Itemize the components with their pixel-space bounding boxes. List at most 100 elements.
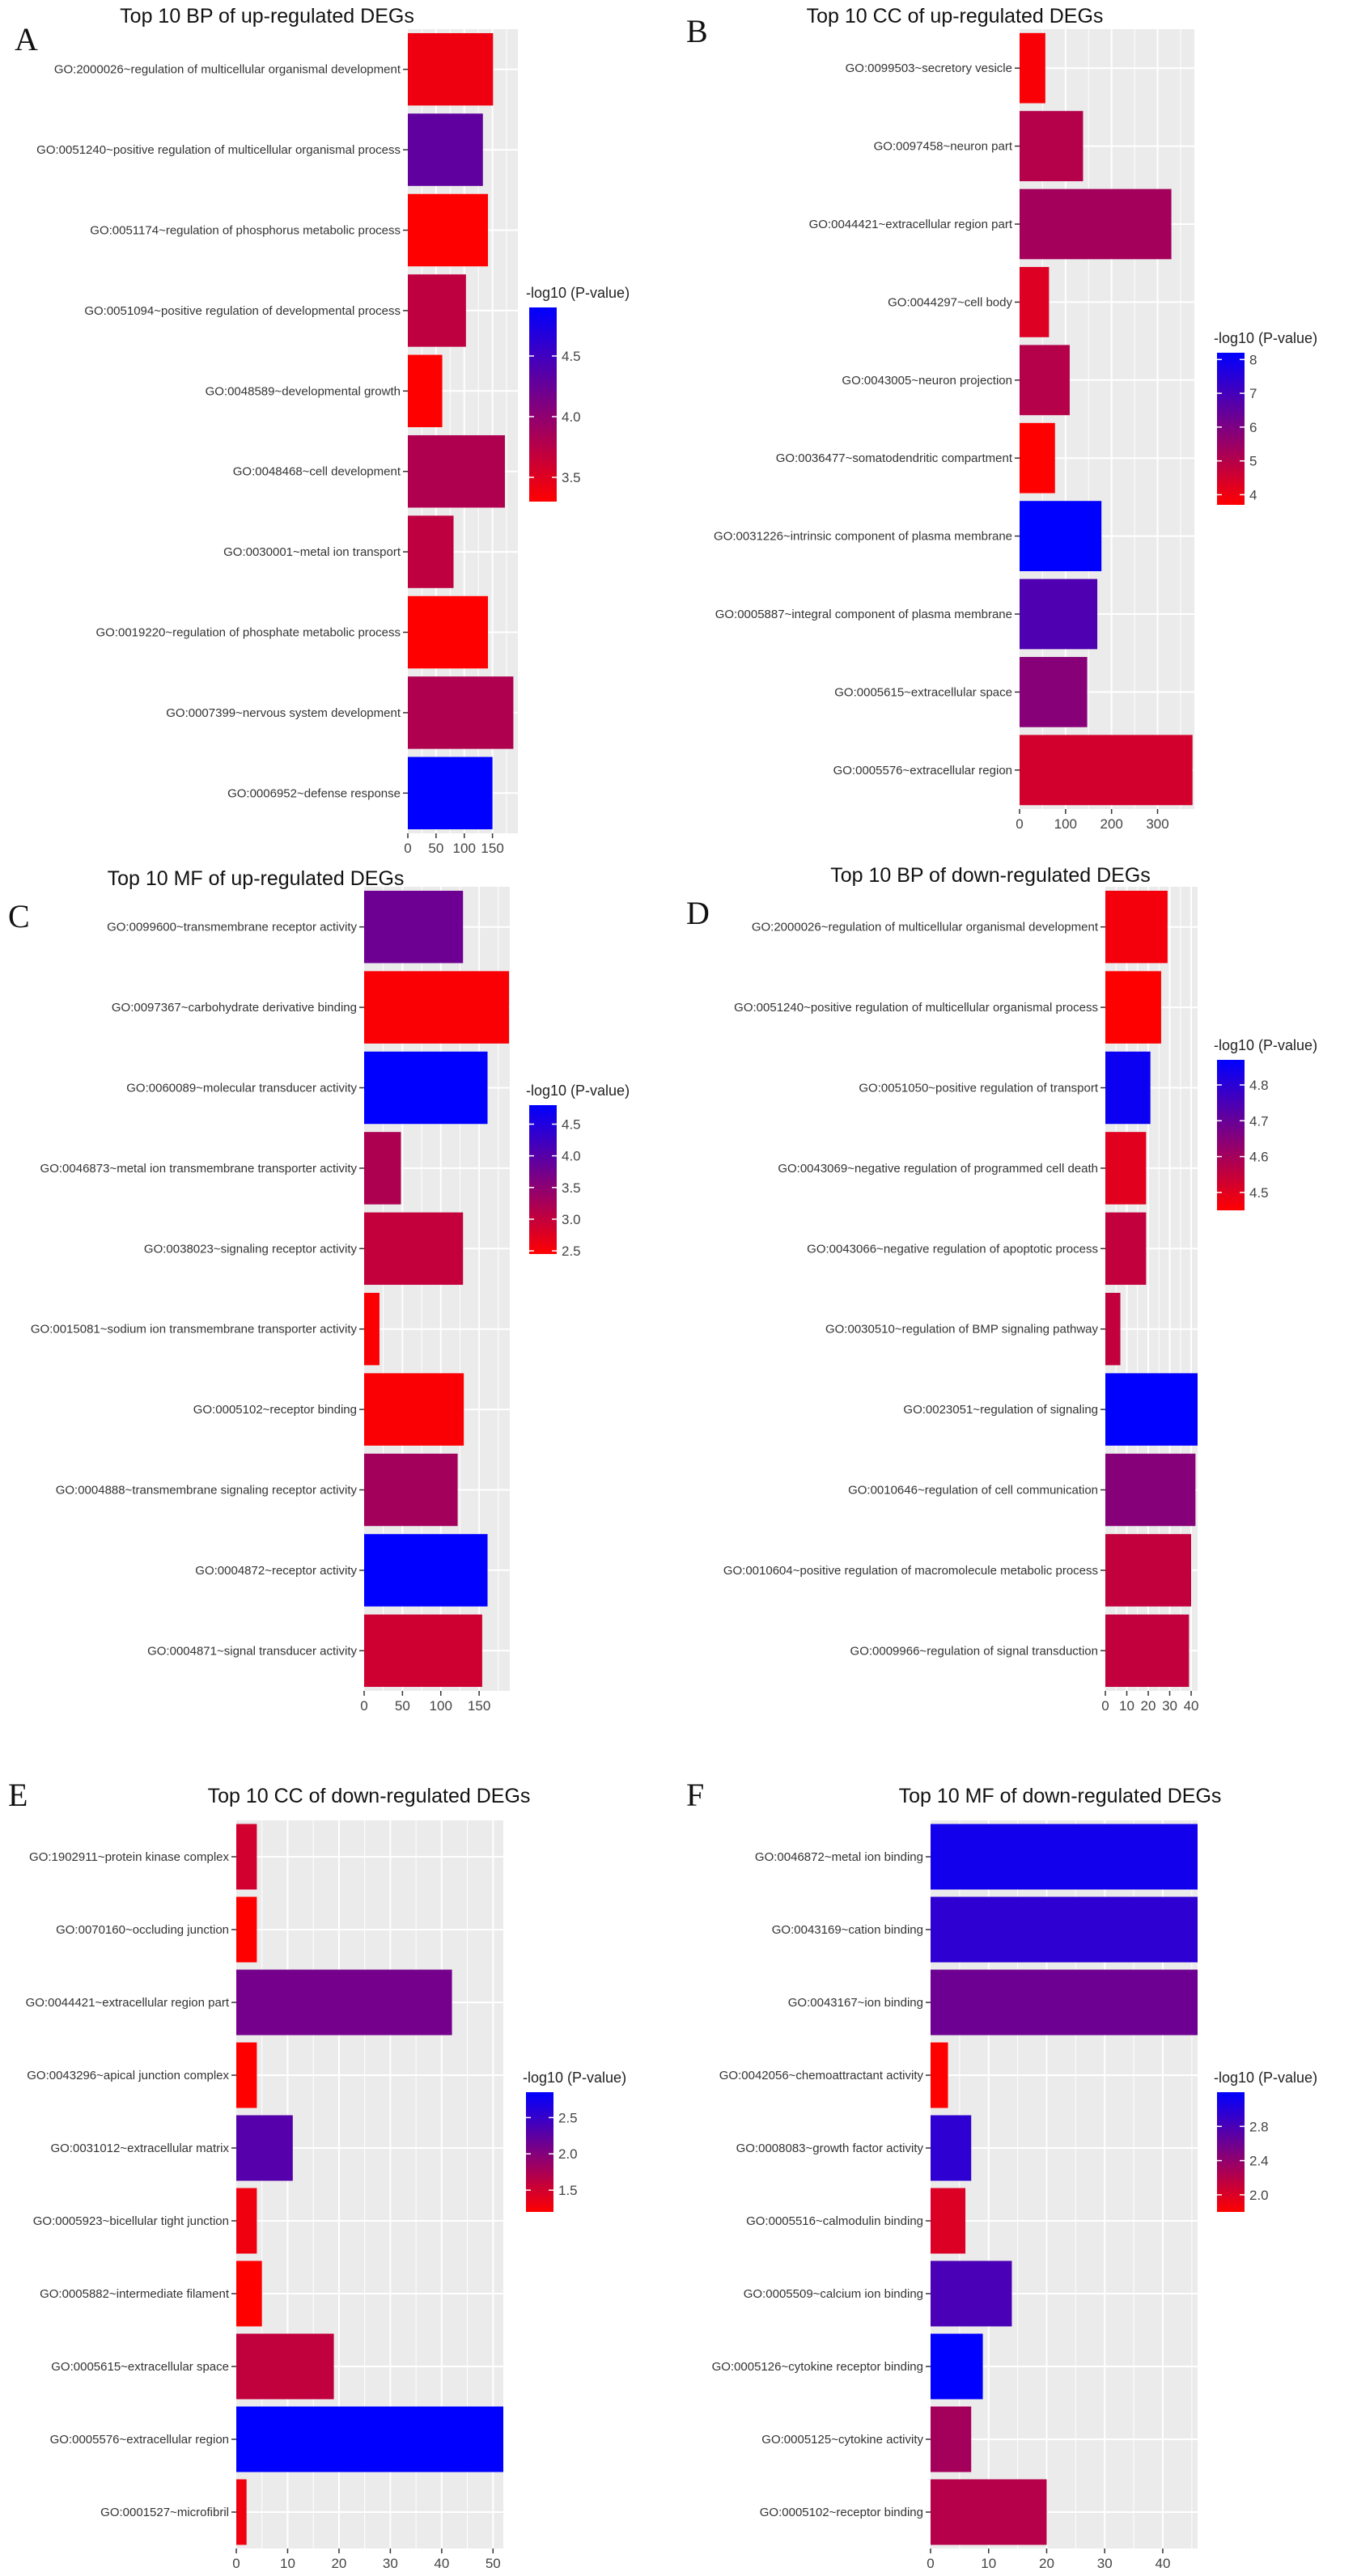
panel-f: F Top 10 MF of down-regulated DEGs GO:0046… (686, 1777, 1317, 2571)
y-tick-label: GO:0004888~transmembrane signaling recep… (56, 1484, 358, 1498)
bar[interactable] (1020, 189, 1172, 260)
bar[interactable] (1105, 1614, 1189, 1688)
x-tick-label: 0 (232, 2556, 240, 2571)
bar[interactable] (408, 274, 466, 347)
chart-title: Top 10 CC of down-regulated DEGs (208, 1785, 531, 1807)
bar[interactable] (1105, 1453, 1196, 1527)
panel-d: D Top 10 BP of down-regulated DEGs GO:2000… (686, 864, 1317, 1714)
bar[interactable] (364, 971, 510, 1044)
legend-tick-label: 2.5 (562, 1244, 581, 1259)
y-tick-label: GO:0051240~positive regulation of multic… (734, 1001, 1098, 1015)
bar[interactable] (931, 2042, 948, 2108)
legend-tick-label: 2.5 (558, 2110, 578, 2125)
bar[interactable] (1105, 890, 1168, 964)
bar[interactable] (236, 2042, 257, 2108)
bar[interactable] (1020, 501, 1102, 571)
y-tick-label: GO:0038023~signaling receptor activity (144, 1242, 358, 1256)
bar[interactable] (408, 515, 454, 588)
bar[interactable] (364, 1373, 464, 1446)
x-tick-label: 10 (280, 2556, 295, 2571)
legend-tick-label: 7 (1249, 386, 1257, 401)
y-tick-label: GO:0015081~sodium ion transmembrane tran… (31, 1323, 358, 1337)
bar[interactable] (931, 2260, 1012, 2327)
y-tick-label: GO:1902911~protein kinase complex (29, 1850, 229, 1864)
y-tick-label: GO:0004872~receptor activity (195, 1564, 357, 1578)
bar[interactable] (364, 1453, 458, 1527)
bar[interactable] (1020, 657, 1088, 727)
bar[interactable] (931, 1824, 1198, 1890)
bar[interactable] (408, 676, 514, 749)
legend-title: -log10 (P-value) (1214, 1037, 1317, 1053)
x-tick-label: 30 (1097, 2556, 1113, 2571)
bar[interactable] (1020, 735, 1193, 806)
x-tick-label: 150 (468, 1698, 490, 1714)
color-scale-bar (529, 307, 557, 502)
legend-tick-label: 4.6 (1249, 1150, 1269, 1165)
bar[interactable] (236, 1824, 257, 1890)
y-tick-label: GO:0043296~apical junction complex (27, 2069, 229, 2082)
y-tick-label: GO:0031226~intrinsic component of plasma… (714, 530, 1012, 544)
y-tick-label: GO:0046872~metal ion binding (755, 1850, 923, 1864)
bar[interactable] (236, 2406, 503, 2472)
bar[interactable] (408, 354, 443, 428)
bar[interactable] (236, 1969, 452, 2036)
bar[interactable] (408, 193, 489, 267)
bar[interactable] (408, 595, 489, 669)
bar[interactable] (364, 1534, 488, 1607)
bar[interactable] (1105, 1051, 1151, 1125)
y-tick-label: GO:0043169~cation binding (772, 1923, 923, 1937)
panel-b: B Top 10 CC of up-regulated DEGs GO:009950… (686, 5, 1317, 832)
y-tick-label: GO:0051174~regulation of phosphorus meta… (90, 224, 401, 238)
bar[interactable] (1020, 267, 1050, 337)
bar[interactable] (931, 2188, 966, 2254)
legend-title: -log10 (P-value) (526, 1083, 630, 1099)
y-tick-label: GO:0005102~receptor binding (760, 2506, 923, 2519)
bar[interactable] (408, 32, 494, 106)
bar[interactable] (236, 2479, 247, 2545)
bar[interactable] (364, 1614, 482, 1688)
y-tick-label: GO:2000026~regulation of multicellular o… (54, 63, 401, 77)
bar[interactable] (236, 2115, 293, 2181)
bar[interactable] (1105, 1373, 1198, 1446)
bar[interactable] (236, 2260, 262, 2327)
color-scale-bar (1217, 353, 1245, 505)
bar[interactable] (1020, 422, 1055, 494)
y-tick-label: GO:0005576~extracellular region (50, 2433, 229, 2447)
x-tick-label: 20 (1039, 2556, 1054, 2571)
bar[interactable] (1020, 32, 1045, 104)
y-tick-label: GO:0042056~chemoattractant activity (719, 2069, 924, 2082)
bar[interactable] (1105, 971, 1161, 1044)
bar[interactable] (1105, 1212, 1147, 1286)
y-tick-label: GO:0043069~negative regulation of progra… (778, 1162, 1098, 1176)
bar[interactable] (1105, 1292, 1121, 1366)
y-tick-label: GO:0030510~regulation of BMP signaling p… (825, 1323, 1099, 1337)
bar[interactable] (408, 113, 483, 186)
bar[interactable] (1105, 1132, 1147, 1205)
bar[interactable] (931, 1969, 1198, 2036)
bar[interactable] (364, 890, 464, 964)
bar[interactable] (931, 1896, 1198, 1963)
bar[interactable] (236, 2333, 334, 2400)
legend-tick-label: 8 (1249, 352, 1257, 367)
bar[interactable] (1105, 1534, 1192, 1607)
bar[interactable] (236, 1896, 257, 1963)
bar[interactable] (1020, 578, 1098, 650)
bar[interactable] (1020, 111, 1083, 181)
bar[interactable] (364, 1212, 464, 1286)
y-tick-label: GO:0048589~developmental growth (206, 384, 401, 398)
bar[interactable] (364, 1292, 380, 1366)
x-tick-label: 150 (481, 841, 503, 856)
y-tick-label: GO:0031012~extracellular matrix (50, 2142, 229, 2155)
bar[interactable] (931, 2406, 972, 2472)
bar[interactable] (408, 756, 493, 830)
bar[interactable] (364, 1051, 488, 1125)
bar[interactable] (1020, 345, 1070, 416)
bar[interactable] (408, 434, 505, 508)
bar[interactable] (931, 2115, 972, 2181)
y-tick-label: GO:0060089~molecular transducer activity (126, 1082, 357, 1095)
bar[interactable] (931, 2479, 1047, 2545)
bar[interactable] (236, 2188, 257, 2254)
y-tick-label: GO:0051240~positive regulation of multic… (36, 143, 401, 157)
bar[interactable] (364, 1132, 401, 1205)
bar[interactable] (931, 2333, 983, 2400)
